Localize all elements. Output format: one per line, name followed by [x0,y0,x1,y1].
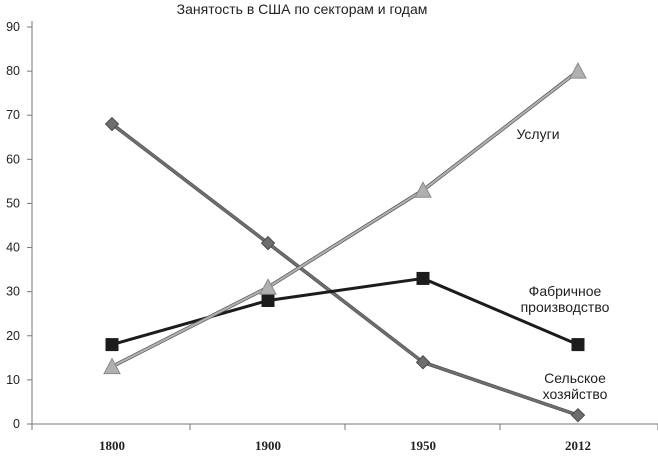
series-markers [103,62,587,423]
data-point-services [259,278,277,295]
y-tick-label: 40 [6,241,20,255]
x-tick-labels: 1800 1900 1950 2012 [99,438,591,453]
x-tick-label: 2012 [565,438,591,453]
series-line-services [111,70,579,368]
data-point-agriculture [570,407,586,423]
data-point-manufacturing [105,338,119,352]
x-tick-label: 1800 [99,438,125,453]
series-line-outline-services [111,69,580,369]
series-line-agriculture [111,123,579,417]
y-tick-label: 50 [6,196,20,210]
y-tick-label: 90 [6,20,20,34]
series-line-manufacturing [111,276,579,347]
y-tick-labels: 0 10 20 30 40 50 60 70 80 90 [6,20,20,431]
y-tick-label: 30 [6,285,20,299]
data-point-manufacturing [571,338,585,352]
y-tick-label: 80 [6,64,20,78]
series-label-agriculture: Сельское [544,370,606,386]
series-label-agriculture: хозяйство [543,386,608,402]
data-point-agriculture [415,355,431,370]
y-tick-label: 10 [6,373,20,387]
series-label-services: Услуги [516,126,559,142]
chart-title: Занятость в США по секторам и годам [177,1,428,17]
y-tick-label: 0 [13,417,20,431]
x-tick-label: 1900 [255,438,281,453]
x-tick-label: 1950 [410,438,436,453]
data-point-manufacturing [416,271,430,285]
data-point-services [569,62,587,79]
y-tick-label: 60 [6,152,20,166]
data-point-services [414,181,432,198]
data-point-services [103,357,121,375]
data-point-agriculture [104,116,120,132]
axes [27,21,658,430]
series-lines [110,69,580,417]
data-point-manufacturing [261,293,275,307]
y-tick-label: 20 [6,329,20,343]
series-line-outline-agriculture [110,122,579,417]
series-label-manufacturing: Фабричное [529,283,602,299]
series-label-manufacturing: производство [521,299,610,315]
y-tick-label: 70 [6,108,20,122]
data-point-agriculture [260,235,276,251]
